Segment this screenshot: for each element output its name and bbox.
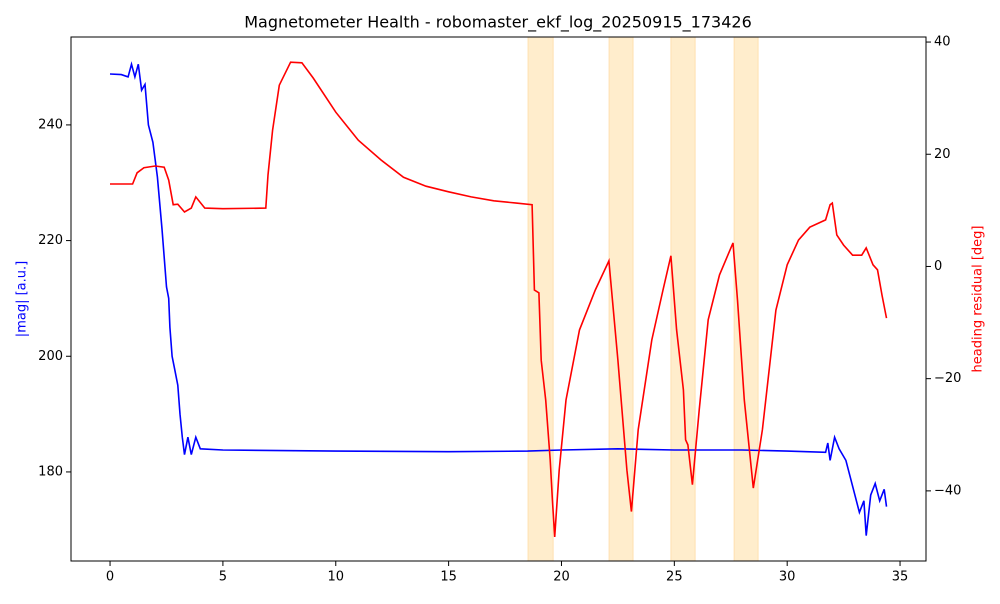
plot-frame	[70, 36, 927, 562]
x-tick-label: 0	[106, 570, 114, 585]
y-axis-label: |mag| [a.u.]	[15, 261, 30, 337]
y2-tick-label: 0	[934, 259, 942, 274]
y2-axis-label: heading residual [deg]	[971, 226, 986, 373]
y-tick-label: 240	[38, 117, 63, 132]
highlight-span	[527, 36, 554, 562]
y2-tick-label: 20	[934, 147, 951, 162]
y2-tick-label: −40	[934, 483, 961, 498]
x-tick-label: 30	[779, 570, 796, 585]
y-tick-label: 200	[38, 349, 63, 364]
x-tick-label: 25	[666, 570, 683, 585]
x-tick-label: 10	[327, 570, 344, 585]
x-tick-label: 15	[440, 570, 457, 585]
series-line	[110, 61, 888, 537]
x-tick-label: 20	[553, 570, 570, 585]
y2-tick-label: 40	[934, 35, 951, 50]
y-tick-label: 180	[38, 464, 63, 479]
x-tick-label: 5	[219, 570, 227, 585]
chart-title: Magnetometer Health - robomaster_ekf_log…	[244, 13, 752, 33]
y2-tick-label: −20	[934, 371, 961, 386]
y-tick-label: 220	[38, 233, 63, 248]
x-tick-label: 35	[892, 570, 909, 585]
series-line	[109, 61, 888, 536]
